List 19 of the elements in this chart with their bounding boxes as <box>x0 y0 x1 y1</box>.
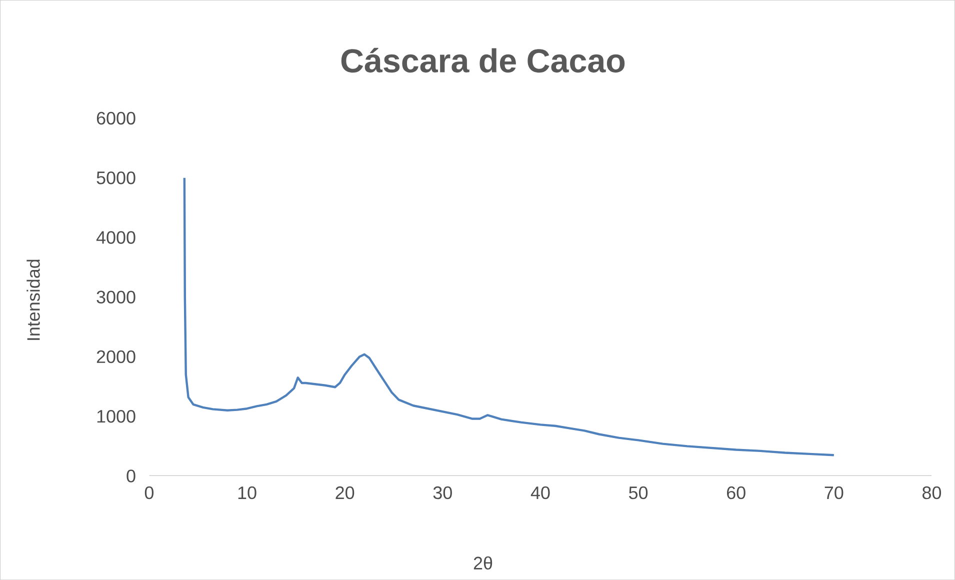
x-tick-label: 30 <box>433 486 452 500</box>
x-tick-label: 40 <box>530 486 550 500</box>
x-tick-label: 70 <box>824 486 844 500</box>
y-tick-label: 4000 <box>96 231 136 244</box>
y-tick-label: 2000 <box>96 350 136 363</box>
x-tick-label: 50 <box>628 486 648 500</box>
x-tick-label: 20 <box>336 486 354 500</box>
x-axis-title: 2θ <box>474 556 492 570</box>
y-tick-label: 1000 <box>97 410 136 423</box>
y-tick-label: 6000 <box>96 112 136 124</box>
y-tick-label: 3000 <box>96 290 136 304</box>
y-tick-label: 0 <box>126 470 136 482</box>
y-axis-title: Intensidad <box>26 260 40 340</box>
chart-title: Cáscara de Cacao <box>341 48 625 72</box>
x-tick-label: 0 <box>144 486 154 500</box>
x-tick-label: 60 <box>727 486 746 500</box>
x-tick-label: 10 <box>238 486 256 500</box>
x-tick-label: 80 <box>922 486 942 500</box>
y-tick-label: 5000 <box>96 171 136 184</box>
